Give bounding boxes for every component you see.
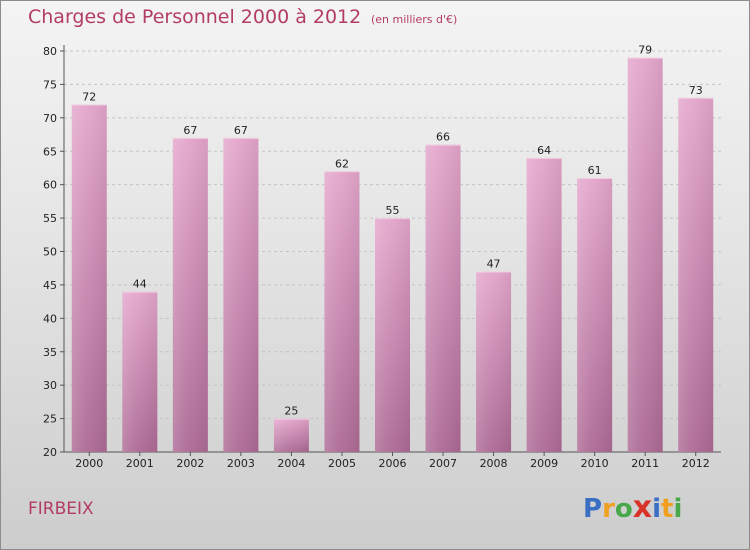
x-tick-label-2009: 2009 [530, 457, 558, 470]
y-tick-label: 45 [43, 279, 57, 292]
bars [71, 57, 714, 453]
commune-name: FIRBEIX [28, 499, 94, 519]
data-label-2004: 25 [284, 405, 298, 418]
x-tick-label-2006: 2006 [379, 457, 407, 470]
y-tick-label: 35 [43, 346, 57, 359]
chart-title: Charges de Personnel 2000 à 2012 [28, 6, 362, 28]
data-label-2011: 79 [638, 44, 652, 57]
data-labels: 72 44 67 67 25 62 55 66 47 64 61 79 73 [82, 44, 702, 418]
data-label-2010: 61 [588, 164, 602, 177]
y-tick-label: 65 [43, 145, 57, 158]
bar-shade-2006 [375, 218, 410, 452]
proxiti-logo: Proxiti [583, 490, 682, 525]
y-tick-label: 50 [43, 246, 57, 259]
logo-letter: i [652, 494, 662, 524]
bar-shade-2004 [273, 418, 309, 452]
y-tick-label: 40 [43, 312, 57, 325]
data-label-2005: 62 [335, 157, 349, 170]
data-label-2001: 44 [133, 278, 147, 291]
bar-shade-2003 [223, 137, 259, 452]
bar-shade-2011 [627, 57, 663, 452]
data-label-2000: 72 [82, 90, 96, 103]
data-label-2008: 47 [487, 258, 501, 271]
y-tick-label: 70 [43, 112, 57, 125]
data-label-2002: 67 [183, 124, 197, 137]
x-tick-label-2002: 2002 [176, 457, 204, 470]
bar-shade-2000 [71, 104, 107, 452]
y-tick-label: 25 [43, 413, 57, 426]
bar-shade-2002 [172, 137, 208, 452]
chart-subtitle: (en milliers d'€) [371, 13, 458, 26]
data-label-2012: 73 [689, 84, 703, 97]
y-tick-label: 55 [43, 212, 57, 225]
x-tick-label-2007: 2007 [429, 457, 457, 470]
bar-shade-2008 [476, 271, 512, 452]
x-tick-label-2011: 2011 [631, 457, 659, 470]
data-label-2007: 66 [436, 131, 450, 144]
axes: 20 25 30 35 40 45 50 55 60 65 70 75 80 2000 2001 2002 20… [43, 45, 721, 470]
y-tick-label: 60 [43, 179, 57, 192]
logo-letter: r [602, 494, 615, 524]
logo-letter: x [632, 490, 653, 525]
x-tick-label-2012: 2012 [682, 457, 710, 470]
y-tick-label: 80 [43, 45, 57, 58]
bar-shade-2012 [678, 97, 714, 453]
bar-shade-2007 [425, 144, 461, 453]
logo-letter: P [583, 494, 603, 524]
logo-letter: t [661, 494, 674, 524]
logo-letter: o [614, 494, 633, 524]
y-tick-label: 20 [43, 446, 57, 459]
x-tick-label-2010: 2010 [581, 457, 609, 470]
y-tick-label: 30 [43, 379, 57, 392]
bar-shade-2001 [122, 291, 158, 452]
bar-shade-2009 [526, 157, 562, 452]
data-label-2003: 67 [234, 124, 248, 137]
x-tick-label-2005: 2005 [328, 457, 356, 470]
bar-shade-2005 [324, 171, 360, 453]
y-tick-label: 75 [43, 78, 57, 91]
x-tick-label-2008: 2008 [480, 457, 508, 470]
bar-shade-2010 [577, 177, 613, 452]
x-tick-label-2003: 2003 [227, 457, 255, 470]
x-tick-label-2000: 2000 [75, 457, 103, 470]
logo-letter: i [673, 494, 683, 524]
x-tick-label-2001: 2001 [126, 457, 154, 470]
x-tick-label-2004: 2004 [277, 457, 305, 470]
data-label-2006: 55 [386, 204, 400, 217]
data-label-2009: 64 [537, 144, 551, 157]
